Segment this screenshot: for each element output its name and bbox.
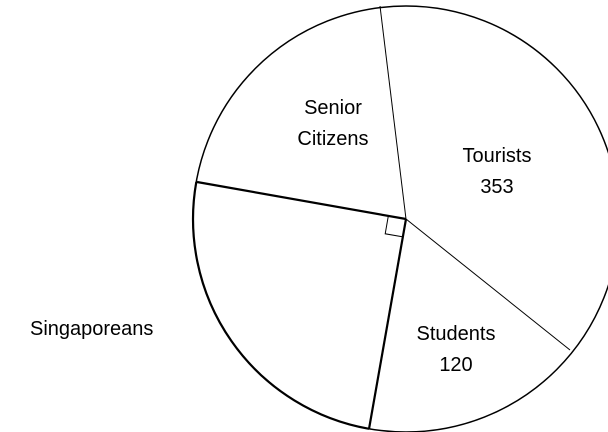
boundary-tourists-students (405, 218, 571, 351)
boundary-singaporeans-senior (196, 180, 407, 221)
senior-citizens-label-line1: Senior (304, 97, 362, 119)
students-label: Students (417, 323, 496, 345)
tourists-value-label: 353 (480, 176, 513, 198)
boundary-tourists-senior (379, 5, 407, 220)
singaporeans-arc (191, 181, 370, 430)
boundary-students-singaporeans (367, 218, 408, 430)
students-value-label: 120 (439, 354, 472, 376)
senior-citizens-label-line2: Citizens (297, 128, 368, 150)
tourists-label: Tourists (463, 145, 532, 167)
right-angle-marker (384, 216, 404, 238)
singaporeans-label: Singaporeans (30, 318, 154, 340)
